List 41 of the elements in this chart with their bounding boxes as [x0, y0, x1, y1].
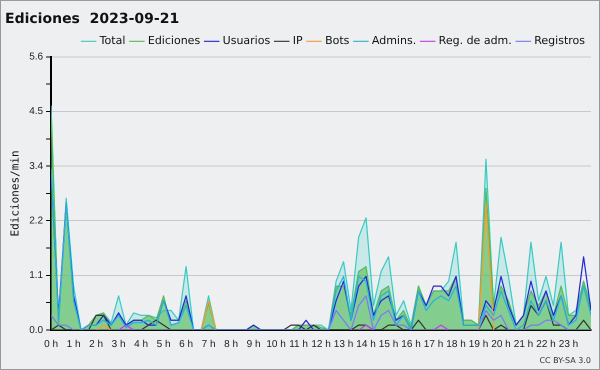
x-tick-label: 4 h	[134, 338, 148, 350]
legend-label: IP	[292, 34, 303, 48]
y-tick-label: 4.5	[29, 106, 44, 118]
legend-label: Total	[98, 34, 126, 48]
x-tick-label: 13 h	[334, 338, 354, 350]
x-tick-label: 8 h	[224, 338, 238, 350]
x-tick-label: 17 h	[424, 338, 444, 350]
y-tick-label: 1.1	[29, 270, 44, 282]
x-tick-label: 2 h	[89, 338, 104, 350]
x-tick-label: 0 h	[44, 338, 58, 350]
x-tick-label: 16 h	[401, 338, 421, 350]
x-tick-label: 5 h	[156, 338, 171, 350]
x-tick-label: 19 h	[468, 338, 488, 350]
x-tick-label: 18 h	[446, 338, 466, 350]
chart-title: Ediciones 2023-09-21	[5, 11, 180, 28]
x-tick-label: 14 h	[356, 338, 376, 350]
x-tick-label: 12 h	[311, 338, 331, 350]
x-tick-label: 7 h	[202, 338, 216, 350]
x-tick-label: 21 h	[514, 338, 534, 350]
x-tick-label: 20 h	[491, 338, 511, 350]
text: CC BY-SA 3.0	[539, 356, 591, 365]
y-axis-title: Ediciones/min	[8, 150, 22, 236]
x-tick-label: 9 h	[246, 338, 261, 350]
x-tick-label: 6 h	[179, 338, 194, 350]
x-tick-label: 10 h	[266, 338, 286, 350]
legend-label: Usuarios	[222, 34, 270, 48]
legend-label: Registros	[534, 34, 586, 48]
y-tick-label: 2.2	[29, 215, 44, 226]
y-tick-label: 0.0	[29, 324, 44, 336]
x-tick-label: 11 h	[289, 338, 308, 350]
x-tick-label: 15 h	[378, 338, 398, 350]
y-tick-label: 3.4	[29, 160, 44, 172]
x-tick-label: 3 h	[112, 338, 126, 350]
legend-label: Reg. de adm.	[438, 34, 512, 48]
x-tick-label: 22 h	[536, 338, 556, 350]
legend-label: Bots	[325, 34, 350, 48]
x-tick-label: 1 h	[66, 338, 81, 350]
legend-label: Admins.	[372, 34, 416, 48]
y-tick-label: 5.6	[29, 52, 44, 63]
x-tick-label: 23 h	[558, 338, 578, 350]
legend-label: Ediciones	[148, 34, 200, 48]
